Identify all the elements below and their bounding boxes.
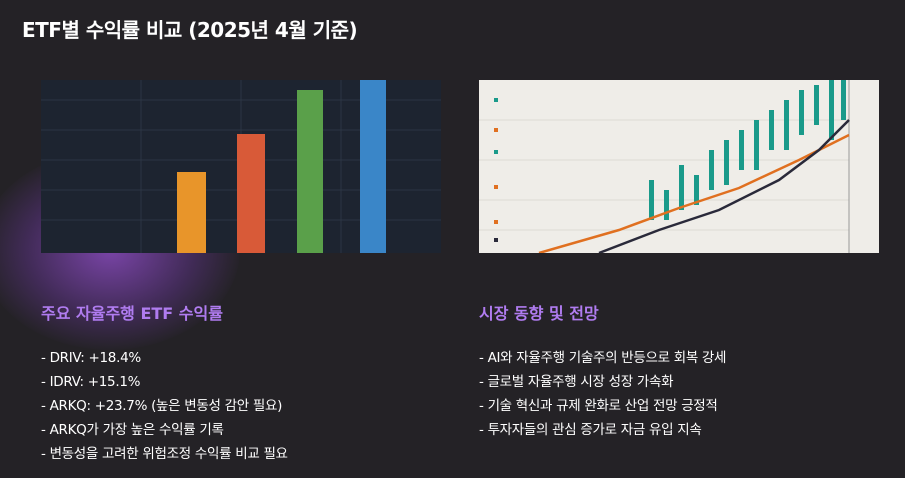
section-heading: 주요 자율주행 ETF 수익률 bbox=[41, 304, 223, 323]
etf-section: 주요 자율주행 ETF 수익률 - DRIV: +18.4% - IDRV: +… bbox=[41, 300, 451, 466]
market-section: 시장 동향 및 전망 - AI와 자율주행 기술주의 반등으로 회복 강세 - … bbox=[479, 300, 889, 442]
bar-chart-image bbox=[41, 80, 441, 253]
section-heading: 시장 동향 및 전망 bbox=[479, 304, 599, 323]
trend-chart-image bbox=[479, 80, 879, 253]
bullet: - DRIV: +18.4% bbox=[41, 350, 141, 366]
bullet: - IDRV: +15.1% bbox=[41, 374, 141, 390]
bullet: - AI와 자율주행 기술주의 반등으로 회복 강세 bbox=[479, 350, 727, 366]
bullet: - 기술 혁신과 규제 완화로 산업 전망 긍정적 bbox=[479, 398, 718, 414]
page-title: ETF별 수익률 비교 (2025년 4월 기준) bbox=[22, 18, 358, 42]
bullet: - ARKQ가 가장 높은 수익률 기록 bbox=[41, 422, 224, 438]
bullet: - 변동성을 고려한 위험조정 수익률 비교 필요 bbox=[41, 446, 288, 462]
bullet: - 투자자들의 관심 증가로 자금 유입 지속 bbox=[479, 422, 702, 438]
bullet: - ARKQ: +23.7% (높은 변동성 감안 필요) bbox=[41, 398, 283, 414]
bullet: - 글로벌 자율주행 시장 성장 가속화 bbox=[479, 374, 674, 390]
